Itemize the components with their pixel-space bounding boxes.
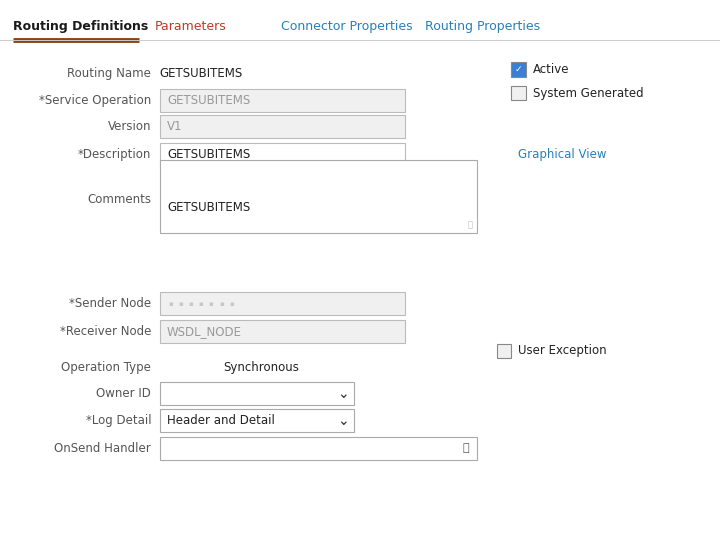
Text: ⌄: ⌄ bbox=[338, 387, 349, 401]
Text: GETSUBITEMS: GETSUBITEMS bbox=[167, 94, 251, 107]
Text: ▪: ▪ bbox=[209, 301, 214, 306]
Text: WSDL_NODE: WSDL_NODE bbox=[167, 325, 242, 338]
Text: Routing Name: Routing Name bbox=[68, 67, 151, 80]
Text: 🔍: 🔍 bbox=[462, 443, 469, 453]
Text: Operation Type: Operation Type bbox=[61, 361, 151, 374]
Text: Synchronous: Synchronous bbox=[223, 361, 299, 374]
FancyBboxPatch shape bbox=[160, 160, 477, 233]
Text: GETSUBITEMS: GETSUBITEMS bbox=[167, 201, 251, 214]
Text: GETSUBITEMS: GETSUBITEMS bbox=[167, 148, 251, 162]
Text: Active: Active bbox=[533, 63, 570, 76]
FancyBboxPatch shape bbox=[160, 143, 405, 167]
Text: ▪: ▪ bbox=[189, 301, 194, 306]
Text: *Log Detail: *Log Detail bbox=[86, 414, 151, 427]
Text: Owner ID: Owner ID bbox=[96, 387, 151, 400]
FancyBboxPatch shape bbox=[511, 62, 526, 77]
Text: *Description: *Description bbox=[78, 148, 151, 162]
Text: ▪: ▪ bbox=[199, 301, 204, 306]
Text: Routing Definitions: Routing Definitions bbox=[13, 20, 148, 33]
Text: GETSUBITEMS: GETSUBITEMS bbox=[160, 67, 243, 80]
Text: V1: V1 bbox=[167, 120, 183, 133]
Text: ⌄: ⌄ bbox=[338, 413, 349, 428]
FancyBboxPatch shape bbox=[160, 115, 405, 138]
FancyBboxPatch shape bbox=[160, 320, 405, 343]
FancyBboxPatch shape bbox=[160, 89, 405, 112]
Text: *Service Operation: *Service Operation bbox=[39, 94, 151, 107]
FancyBboxPatch shape bbox=[511, 86, 526, 100]
Text: ▪: ▪ bbox=[168, 301, 174, 306]
FancyBboxPatch shape bbox=[497, 344, 511, 358]
Text: Connector Properties: Connector Properties bbox=[281, 20, 413, 33]
Text: ⤡: ⤡ bbox=[467, 221, 472, 229]
Text: OnSend Handler: OnSend Handler bbox=[55, 442, 151, 455]
Text: ▪: ▪ bbox=[229, 301, 234, 306]
Text: ✓: ✓ bbox=[515, 65, 522, 74]
Text: User Exception: User Exception bbox=[518, 344, 607, 358]
Text: Comments: Comments bbox=[87, 193, 151, 206]
Text: Parameters: Parameters bbox=[155, 20, 227, 33]
FancyBboxPatch shape bbox=[160, 292, 405, 315]
Text: System Generated: System Generated bbox=[533, 86, 644, 100]
Text: Graphical View: Graphical View bbox=[518, 148, 607, 162]
Text: *Sender Node: *Sender Node bbox=[69, 297, 151, 310]
Text: *Receiver Node: *Receiver Node bbox=[60, 325, 151, 338]
FancyBboxPatch shape bbox=[160, 437, 477, 460]
Text: Routing Properties: Routing Properties bbox=[425, 20, 540, 33]
Text: Header and Detail: Header and Detail bbox=[167, 414, 275, 427]
FancyBboxPatch shape bbox=[160, 409, 354, 432]
Text: Version: Version bbox=[108, 120, 151, 133]
FancyBboxPatch shape bbox=[160, 382, 354, 405]
Text: ▪: ▪ bbox=[179, 301, 184, 306]
Text: ▪: ▪ bbox=[219, 301, 224, 306]
